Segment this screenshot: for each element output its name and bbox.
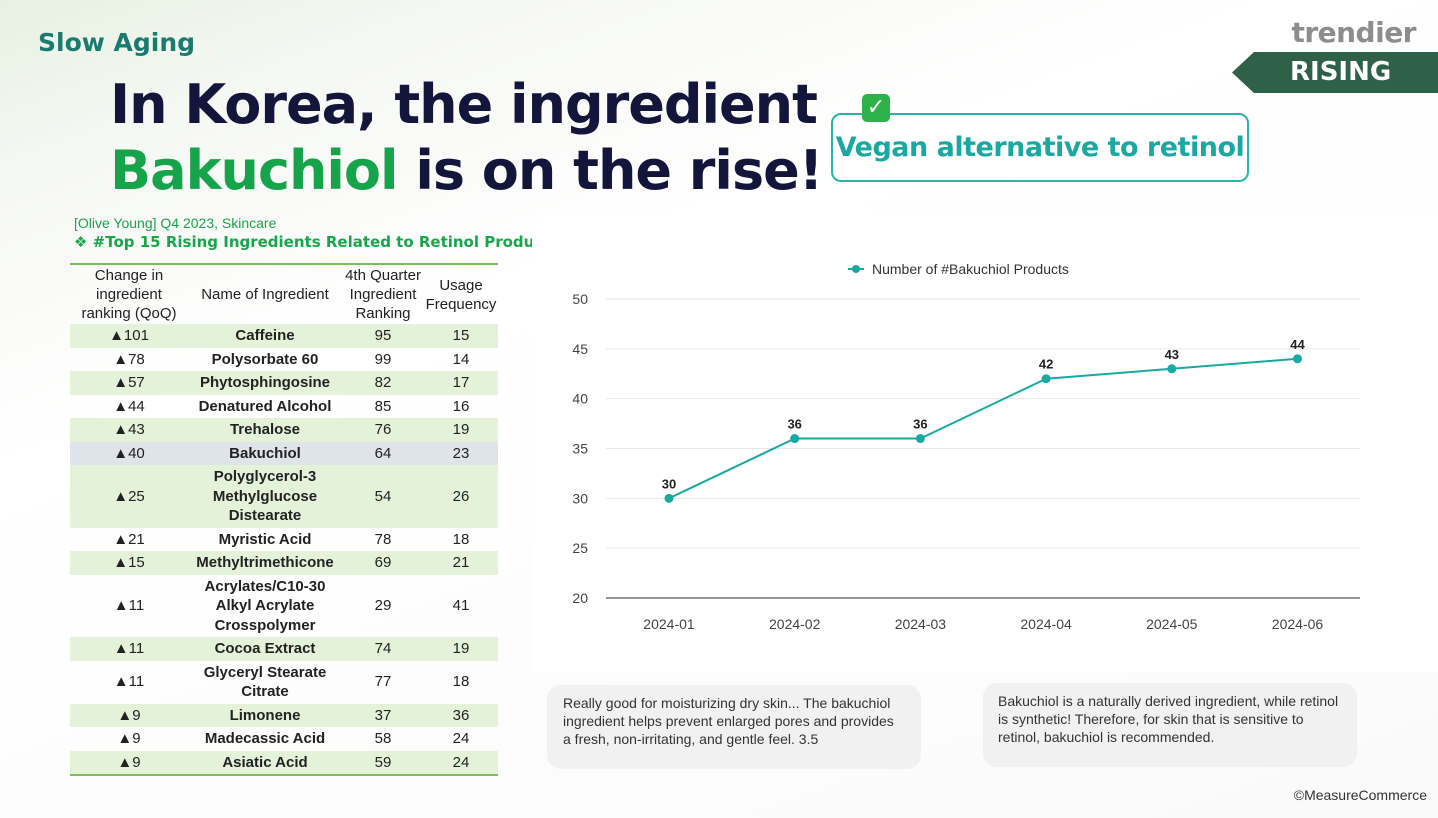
- rising-tag: RISING: [1232, 52, 1438, 93]
- table-row: ▲21 Myristic Acid 78 18: [70, 528, 498, 552]
- info-note: Bakuchiol is a naturally derived ingredi…: [983, 683, 1357, 767]
- table-body: ▲101 Caffeine 95 15 ▲78 Polysorbate 60 99 14 ▲57…: [70, 324, 498, 775]
- cell-change: ▲43: [70, 418, 188, 442]
- table-row: ▲57 Phytosphingosine 82 17: [70, 371, 498, 395]
- headline-line2-rest: is on the rise!: [397, 139, 823, 202]
- table-title: ❖ #Top 15 Rising Ingredients Related to …: [74, 233, 560, 251]
- cell-ranking: 95: [342, 324, 424, 348]
- cell-name: Acrylates/C10-30 Alkyl Acrylate Crosspol…: [204, 577, 326, 634]
- cell-name: Myristic Acid: [218, 530, 312, 548]
- cell-usage: 16: [452, 397, 470, 415]
- cell-ranking: 69: [342, 551, 424, 575]
- cell-name: Polyglycerol-3 Methylglucose Distearate: [188, 465, 342, 528]
- cell-ranking: 64: [342, 441, 424, 465]
- table-row: ▲44 Denatured Alcohol 85 16: [70, 395, 498, 419]
- cell-name: Bakuchiol: [188, 441, 342, 465]
- cell-ranking: 85: [374, 397, 392, 415]
- cell-ranking: 78: [374, 530, 392, 548]
- chart-card: [532, 212, 1438, 672]
- cell-change: ▲44: [113, 397, 145, 415]
- cell-name: Denatured Alcohol: [198, 397, 332, 415]
- cell-name: Phytosphingosine: [188, 371, 342, 395]
- cell-change: ▲57: [70, 371, 188, 395]
- cell-ranking: 76: [342, 418, 424, 442]
- cell-ranking: 37: [342, 703, 424, 727]
- cell-ranking: 74: [342, 637, 424, 661]
- cell-ranking: 82: [342, 371, 424, 395]
- table-row: ▲11 Cocoa Extract 74 19: [70, 637, 498, 661]
- cell-ranking: 99: [374, 350, 392, 368]
- cell-change: ▲9: [70, 750, 188, 775]
- cell-usage: 15: [424, 324, 498, 348]
- cell-usage: 18: [452, 530, 470, 548]
- cell-name: Caffeine: [188, 324, 342, 348]
- ingredient-ranking-table: Change in ingredient ranking (QoQ) Name …: [70, 263, 498, 776]
- table-row: ▲78 Polysorbate 60 99 14: [70, 348, 498, 372]
- cell-change: ▲15: [70, 551, 188, 575]
- cell-usage: 17: [424, 371, 498, 395]
- cell-usage: 21: [424, 551, 498, 575]
- cell-ranking: 77: [374, 673, 392, 691]
- category-label: Slow Aging: [38, 28, 196, 57]
- cell-name: Madecassic Acid: [204, 730, 326, 747]
- cell-change: ▲11: [113, 597, 145, 614]
- cell-name: Trehalose: [188, 418, 342, 442]
- cell-usage: 19: [424, 418, 498, 442]
- cell-change: ▲40: [70, 441, 188, 465]
- header-name: Name of Ingredient: [201, 286, 329, 303]
- cell-usage: 41: [452, 597, 470, 614]
- cell-ranking: 58: [374, 730, 392, 747]
- table-row: ▲11 Acrylates/C10-30 Alkyl Acrylate Cross…: [70, 575, 498, 638]
- cell-name: Glyceryl Stearate Citrate: [203, 663, 327, 701]
- headline: In Korea, the ingredient Bakuchiol is on…: [110, 72, 823, 204]
- table-row: ▲9 Madecassic Acid 58 24: [70, 727, 498, 751]
- brand-logo: trendier: [1291, 16, 1416, 49]
- cell-name: Methyltrimethicone: [188, 551, 342, 575]
- vegan-badge: Vegan alternative to retinol: [831, 113, 1249, 182]
- cell-usage: 19: [424, 637, 498, 661]
- cell-change: ▲11: [70, 637, 188, 661]
- headline-highlight: Bakuchiol: [110, 139, 399, 202]
- cell-change: ▲101: [70, 324, 188, 348]
- cell-ranking: 29: [374, 597, 392, 614]
- cell-name: Limonene: [188, 703, 342, 727]
- headline-line2: Bakuchiol is on the rise!: [110, 138, 823, 204]
- table-row: ▲43 Trehalose 76 19: [70, 418, 498, 442]
- table-row: ▲11 Glyceryl Stearate Citrate 77 18: [70, 661, 498, 704]
- cell-ranking: 54: [342, 465, 424, 528]
- table-row: ▲25 Polyglycerol-3 Methylglucose Disteara…: [70, 465, 498, 528]
- cell-change: ▲9: [117, 730, 141, 747]
- cell-usage: 24: [424, 750, 498, 775]
- table-row: ▲9 Limonene 37 36: [70, 703, 498, 727]
- cell-ranking: 59: [342, 750, 424, 775]
- cell-change: ▲25: [70, 465, 188, 528]
- cell-usage: 24: [452, 730, 470, 747]
- cell-usage: 14: [452, 350, 470, 368]
- table-header-row: Change in ingredient ranking (QoQ) Name …: [70, 264, 498, 324]
- cell-change: ▲11: [113, 673, 145, 691]
- cell-usage: 26: [424, 465, 498, 528]
- headline-line1: In Korea, the ingredient: [110, 73, 818, 136]
- header-usage: Usage Frequency: [425, 276, 497, 313]
- header-change: Change in ingredient ranking (QoQ): [81, 267, 177, 322]
- cell-name: Asiatic Acid: [188, 750, 342, 775]
- table-source: [Olive Young] Q4 2023, Skincare: [74, 215, 277, 231]
- cell-usage: 23: [424, 441, 498, 465]
- checkmark-icon: ✓: [862, 94, 890, 122]
- cell-change: ▲78: [113, 350, 145, 368]
- cell-change: ▲9: [70, 703, 188, 727]
- table-row: ▲101 Caffeine 95 15: [70, 324, 498, 348]
- table-row: ▲15 Methyltrimethicone 69 21: [70, 551, 498, 575]
- cell-usage: 36: [424, 703, 498, 727]
- copyright: ©MeasureCommerce: [1293, 787, 1427, 803]
- cell-name: Polysorbate 60: [211, 350, 319, 368]
- cell-change: ▲21: [113, 530, 145, 548]
- review-note: Really good for moisturizing dry skin...…: [547, 685, 921, 769]
- table-row: ▲9 Asiatic Acid 59 24: [70, 750, 498, 775]
- cell-usage: 18: [452, 673, 470, 691]
- header-ranking: 4th Quarter Ingredient Ranking: [345, 267, 421, 322]
- table-row: ▲40 Bakuchiol 64 23: [70, 441, 498, 465]
- cell-name: Cocoa Extract: [188, 637, 342, 661]
